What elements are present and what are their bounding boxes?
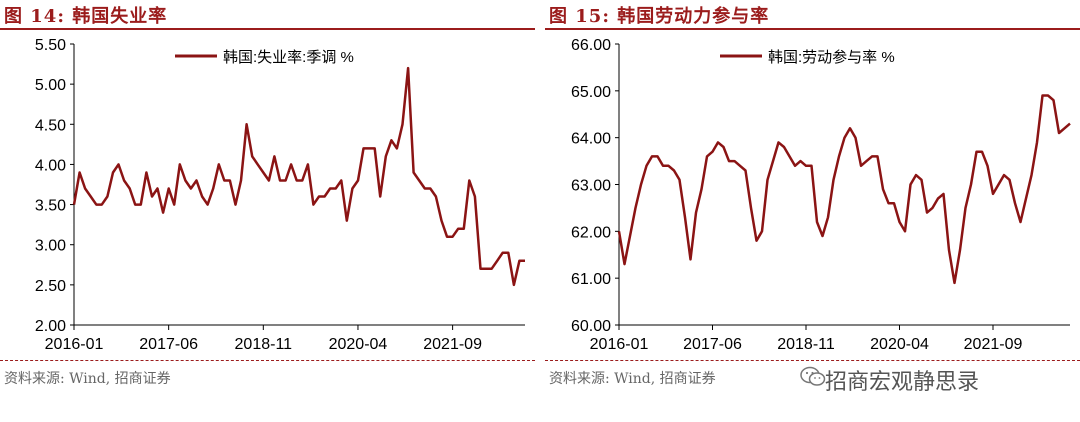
x-tick-label: 2016-01	[45, 336, 104, 353]
y-tick-label: 65.00	[571, 84, 611, 101]
wechat-icon	[800, 366, 826, 386]
source-divider	[545, 360, 1080, 361]
x-tick-label: 2018-11	[777, 336, 835, 353]
x-tick-label: 2020-04	[870, 336, 929, 353]
title-divider	[545, 28, 1080, 30]
x-tick-label: 2017-06	[683, 336, 742, 353]
source-note: 资料来源: Wind, 招商证券	[549, 371, 716, 387]
y-tick-label: 2.50	[35, 278, 66, 295]
y-tick-label: 66.00	[571, 37, 611, 54]
participation-chart: 60.00 61.00 62.00 63.00 64.00 65.00 66.00 2016-…	[571, 37, 1071, 353]
unemployment-chart: 2.00 2.50 3.00 3.50 4.00 4.50 5.00 5.50 2016-01 2…	[35, 37, 525, 353]
x-tick-label: 2017-06	[139, 336, 198, 353]
y-tick-label: 3.50	[35, 198, 66, 215]
y-tick-label: 5.00	[35, 77, 66, 94]
y-tick-label: 4.00	[35, 157, 66, 174]
y-tick-label: 4.50	[35, 117, 66, 134]
chart-panel-participation: 图 15: 韩国劳动力参与率 60.00 61.00 62.00 63.00 64.00…	[545, 0, 1080, 422]
legend-label: 韩国:劳动参与率 %	[768, 49, 895, 66]
y-tick-label: 2.00	[35, 318, 66, 335]
x-tick-label: 2021-09	[964, 336, 1023, 353]
figure-title: 图 15: 韩国劳动力参与率	[549, 6, 770, 27]
x-tick-label: 2016-01	[590, 336, 649, 353]
x-tick-label: 2021-09	[423, 336, 482, 353]
y-tick-label: 3.00	[35, 238, 66, 255]
source-divider	[0, 360, 535, 361]
legend-label: 韩国:失业率:季调 %	[223, 49, 354, 66]
y-tick-label: 61.00	[571, 271, 611, 288]
chart-panel-unemployment: 图 14: 韩国失业率 2.00 2.50 3.00 3.50 4.00 4.50 5.00…	[0, 0, 535, 422]
title-divider	[0, 28, 535, 30]
figure-title: 图 14: 韩国失业率	[4, 6, 168, 27]
y-tick-label: 63.00	[571, 178, 611, 195]
y-tick-label: 64.00	[571, 131, 611, 148]
y-tick-label: 5.50	[35, 37, 66, 54]
source-note: 资料来源: Wind, 招商证券	[4, 371, 171, 387]
watermark: 招商宏观静思录	[825, 370, 980, 395]
series-line	[617, 94, 1071, 285]
y-tick-label: 62.00	[571, 224, 611, 241]
x-tick-label: 2020-04	[329, 336, 388, 353]
series-line	[72, 66, 525, 287]
x-tick-label: 2018-11	[235, 336, 293, 353]
y-tick-label: 60.00	[571, 318, 611, 335]
